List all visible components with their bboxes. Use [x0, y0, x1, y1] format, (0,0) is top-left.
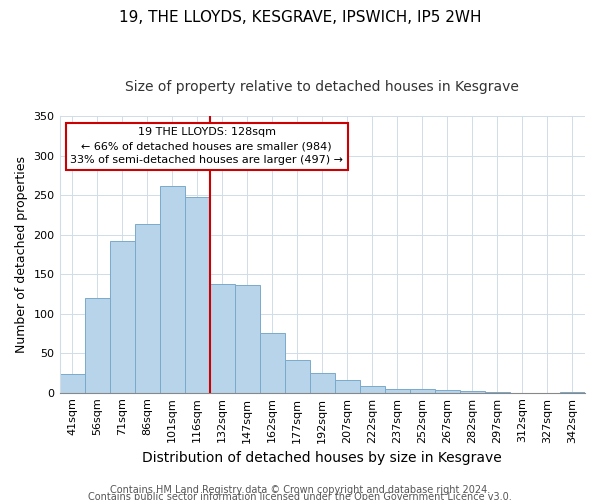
Bar — [160, 186, 185, 392]
Bar — [209, 284, 235, 393]
Bar — [110, 241, 134, 392]
Text: 19 THE LLOYDS: 128sqm
← 66% of detached houses are smaller (984)
33% of semi-det: 19 THE LLOYDS: 128sqm ← 66% of detached … — [70, 127, 343, 165]
Bar — [385, 388, 410, 392]
Bar — [260, 332, 285, 392]
Bar — [310, 373, 335, 392]
Y-axis label: Number of detached properties: Number of detached properties — [15, 156, 28, 353]
Title: Size of property relative to detached houses in Kesgrave: Size of property relative to detached ho… — [125, 80, 519, 94]
Bar — [235, 285, 260, 393]
Bar — [460, 391, 485, 392]
X-axis label: Distribution of detached houses by size in Kesgrave: Distribution of detached houses by size … — [142, 451, 502, 465]
Bar — [134, 224, 160, 392]
Bar — [360, 386, 385, 392]
Bar — [435, 390, 460, 392]
Bar — [185, 196, 209, 392]
Text: Contains public sector information licensed under the Open Government Licence v3: Contains public sector information licen… — [88, 492, 512, 500]
Bar — [59, 374, 85, 392]
Bar — [285, 360, 310, 392]
Bar — [335, 380, 360, 392]
Text: 19, THE LLOYDS, KESGRAVE, IPSWICH, IP5 2WH: 19, THE LLOYDS, KESGRAVE, IPSWICH, IP5 2… — [119, 10, 481, 25]
Bar — [85, 298, 110, 392]
Text: Contains HM Land Registry data © Crown copyright and database right 2024.: Contains HM Land Registry data © Crown c… — [110, 485, 490, 495]
Bar — [410, 388, 435, 392]
